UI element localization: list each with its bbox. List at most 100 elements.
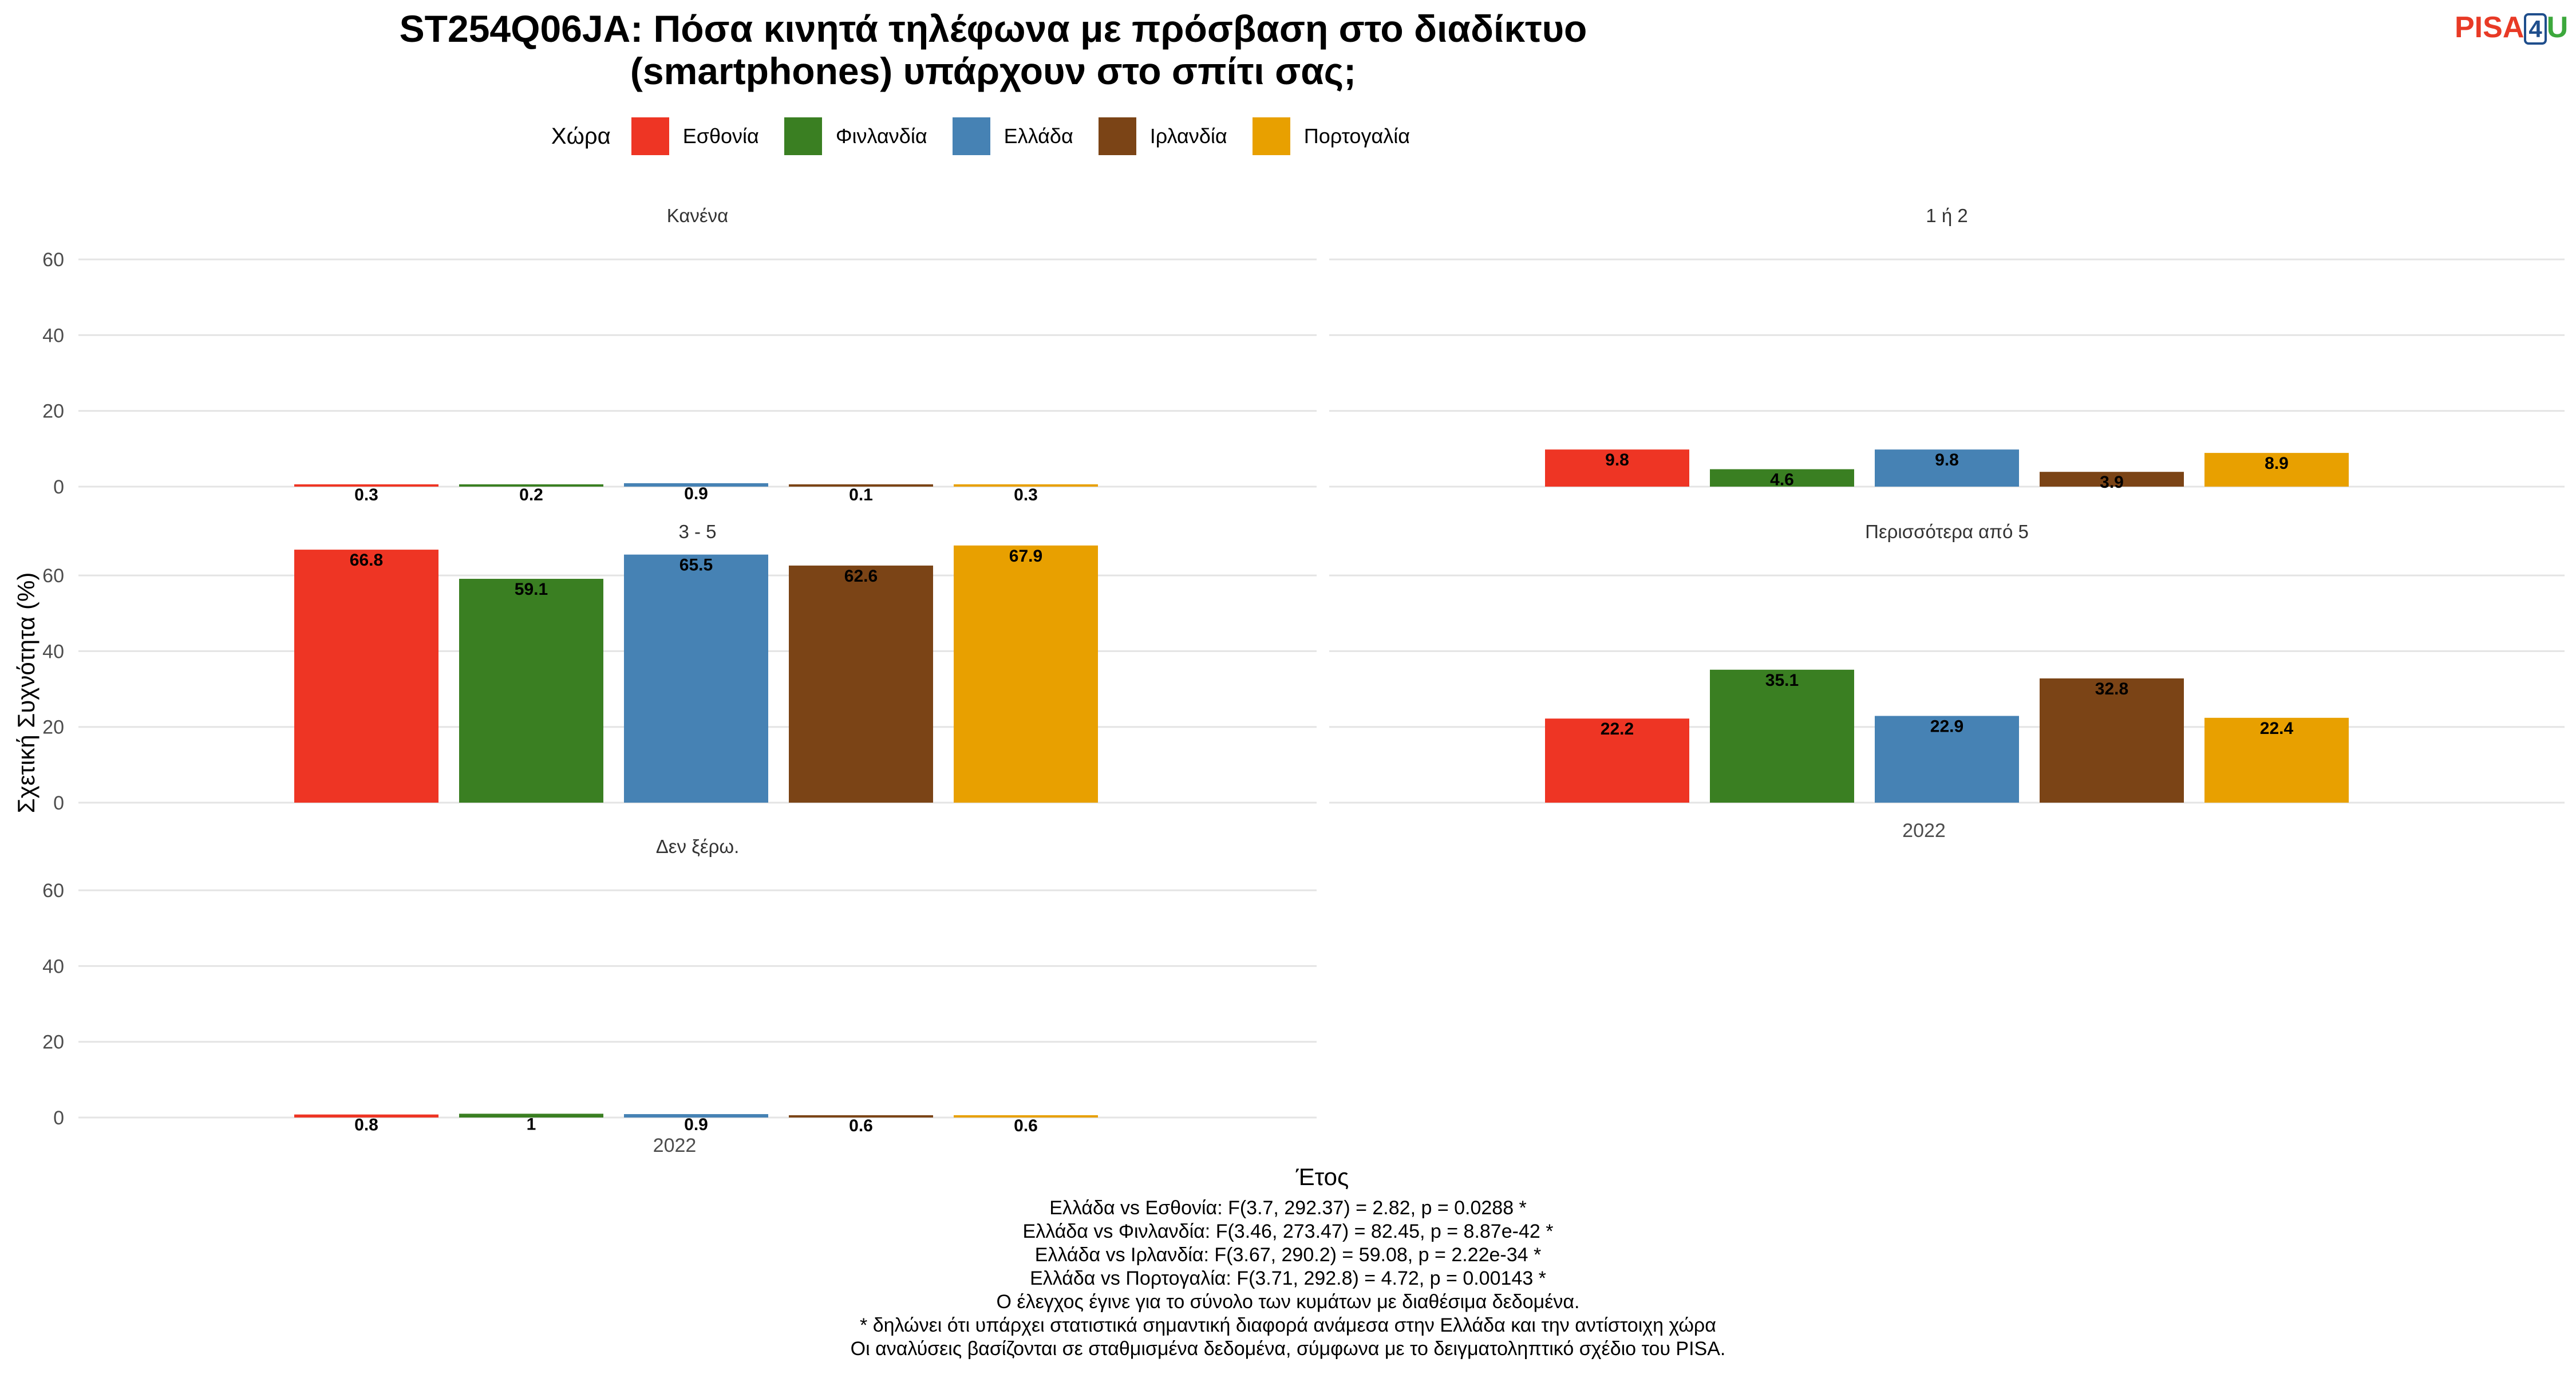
facet-5-data-label-ireland: 0.6 — [849, 1116, 873, 1135]
facet-5-y-tick-label: 60 — [42, 880, 64, 902]
facet-3-bar-greece — [624, 554, 768, 803]
note-line: Ελλάδα vs Πορτογαλία: F(3.71, 292.8) = 4… — [1030, 1268, 1546, 1289]
legend-item-finland: Φινλανδία — [784, 117, 927, 155]
facet-4-data-label-greece: 22.9 — [1930, 717, 1963, 736]
facet-2-bar-portugal — [2204, 453, 2349, 487]
chart-title-line-1: ST254Q06JA: Πόσα κινητά τηλέφωνα με πρόσ… — [399, 7, 1587, 50]
note-line: Ελλάδα vs Ιρλανδία: F(3.67, 290.2) = 59.… — [1034, 1244, 1542, 1266]
facet-4-data-label-estonia: 22.2 — [1601, 720, 1634, 739]
facet-5-bar-portugal — [954, 1115, 1098, 1118]
facet-4-data-label-finland: 35.1 — [1765, 671, 1799, 690]
y-axis-title: Σχετική Συχνότητα (%) — [13, 572, 39, 814]
facet-5-bar-ireland — [789, 1115, 933, 1118]
legend-label-finland: Φινλανδία — [835, 124, 927, 148]
facet-2-bar-finland — [1710, 469, 1854, 487]
facet-5-bar-greece — [624, 1114, 768, 1118]
facet-1-data-label-estonia: 0.3 — [354, 485, 378, 504]
facet-4-bar-ireland — [2040, 678, 2184, 803]
logo-text-4: 4 — [2524, 13, 2547, 45]
facet-4-bar-finland — [1710, 669, 1854, 803]
facet-2-strip-title: 1 ή 2 — [1926, 205, 1967, 226]
facet-5-data-label-finland: 1 — [527, 1115, 536, 1134]
facet-1-bar-portugal — [954, 484, 1098, 487]
facet-3-bar-portugal — [954, 545, 1098, 803]
facet-3-bar-finland — [459, 579, 603, 803]
note-line: * δηλώνει ότι υπάρχει στατιστικά σημαντι… — [860, 1314, 1716, 1336]
note-line: Ελλάδα vs Φινλανδία: F(3.46, 273.47) = 8… — [1022, 1221, 1554, 1242]
facet-5-data-label-portugal: 0.6 — [1014, 1116, 1038, 1135]
note-line: Ο έλεγχος έγινε για το σύνολο των κυμάτω… — [996, 1291, 1580, 1313]
facet-3-data-label-greece: 65.5 — [679, 556, 713, 575]
facet-5-y-tick-label: 0 — [53, 1107, 64, 1129]
facet-5-strip-title: Δεν ξέρω. — [656, 836, 740, 857]
facet-1-y-tick-label: 40 — [42, 325, 64, 346]
legend-key-estonia — [631, 117, 669, 155]
facet-3-strip-title: 3 - 5 — [678, 521, 716, 542]
facet-2-bar-estonia — [1545, 449, 1689, 487]
facet-3-y-tick-label: 40 — [42, 641, 64, 662]
facet-3-y-tick-label: 60 — [42, 565, 64, 587]
facet-3-bar-ireland — [789, 565, 933, 803]
facet-3-data-label-portugal: 67.9 — [1009, 547, 1042, 566]
facet-1-y-tick-label: 0 — [53, 476, 64, 498]
facet-5-y-tick-label: 40 — [42, 956, 64, 977]
facet-1-bar-estonia — [294, 484, 438, 487]
facet-4-bar-portugal — [2204, 717, 2349, 803]
facet-3-y-tick-label: 0 — [53, 792, 64, 814]
legend-label-portugal: Πορτογαλία — [1303, 124, 1411, 148]
legend-key-finland — [784, 117, 822, 155]
facet-2-data-label-ireland: 3.9 — [2100, 473, 2124, 492]
facet-1-bar-ireland — [789, 484, 933, 487]
legend-key-ireland — [1098, 117, 1136, 155]
note-line: Ελλάδα vs Εσθονία: F(3.7, 292.37) = 2.82… — [1049, 1197, 1527, 1219]
facet-4-data-label-portugal: 22.4 — [2260, 719, 2294, 738]
facet-2-bar-greece — [1875, 449, 2019, 487]
facet-5-bar-estonia — [294, 1114, 438, 1118]
pisa4u-logo: PISA 4 U — [2455, 10, 2568, 45]
note-line: Οι αναλύσεις βασίζονται σε σταθμισμένα δ… — [850, 1338, 1726, 1360]
facet-4-x-tick-label: 2022 — [1902, 820, 1946, 842]
statistical-notes: Ελλάδα vs Εσθονία: F(3.7, 292.37) = 2.82… — [0, 1197, 2576, 1361]
facet-3-bar-estonia — [294, 550, 438, 803]
legend-item-ireland: Ιρλανδία — [1098, 117, 1227, 155]
facet-2-data-label-finland: 4.6 — [1770, 471, 1794, 489]
facet-2-data-label-estonia: 9.8 — [1605, 451, 1629, 469]
legend-item-greece: Ελλάδα — [952, 117, 1073, 155]
facet-5-data-label-estonia: 0.8 — [354, 1116, 378, 1135]
facet-5-y-tick-label: 20 — [42, 1032, 64, 1053]
facet-4-data-label-ireland: 32.8 — [2095, 680, 2128, 698]
facet-1-strip-title: Κανένα — [667, 205, 728, 226]
logo-text-u: U — [2546, 11, 2569, 44]
legend-label-ireland: Ιρλανδία — [1149, 124, 1227, 148]
facet-3-data-label-estonia: 66.8 — [350, 551, 383, 570]
legend-key-greece — [952, 117, 990, 155]
legend-item-estonia: Εσθονία — [631, 117, 759, 155]
facet-5-x-tick-label: 2022 — [653, 1135, 697, 1156]
facet-4-bar-greece — [1875, 716, 2019, 803]
facet-2-data-label-greece: 9.8 — [1935, 451, 1959, 469]
facet-4-strip-title: Περισσότερα από 5 — [1865, 521, 2029, 542]
x-axis-title: Έτος — [1295, 1163, 1349, 1190]
legend-key-portugal — [1252, 117, 1290, 155]
facet-1-data-label-portugal: 0.3 — [1014, 485, 1038, 504]
facet-5-data-label-greece: 0.9 — [684, 1115, 708, 1134]
facet-1-bar-finland — [459, 484, 603, 487]
facet-1-data-label-greece: 0.9 — [684, 484, 708, 503]
facet-4-bar-estonia — [1545, 718, 1689, 803]
facet-5-bar-finland — [459, 1114, 603, 1118]
facet-3-y-tick-label: 20 — [42, 717, 64, 739]
facet-1-data-label-finland: 0.2 — [519, 485, 543, 504]
facet-1-y-tick-label: 20 — [42, 401, 64, 423]
legend-label-greece: Ελλάδα — [1003, 124, 1073, 148]
legend-label-estonia: Εσθονία — [682, 124, 759, 148]
facet-1-bar-greece — [624, 483, 768, 487]
logo-text-pisa: PISA — [2455, 11, 2524, 44]
chart-title-line-2: (smartphones) υπάρχουν στο σπίτι σας; — [630, 50, 1357, 92]
facet-1-y-tick-label: 60 — [42, 249, 64, 271]
facet-2-bar-ireland — [2040, 472, 2184, 487]
facet-1-data-label-ireland: 0.1 — [849, 485, 873, 504]
legend-item-portugal: Πορτογαλία — [1252, 117, 1411, 155]
legend: Χώρα Εσθονία Φινλανδία Ελλάδα Ιρλανδία Π… — [0, 117, 1986, 155]
facet-3-data-label-finland: 59.1 — [515, 580, 548, 599]
